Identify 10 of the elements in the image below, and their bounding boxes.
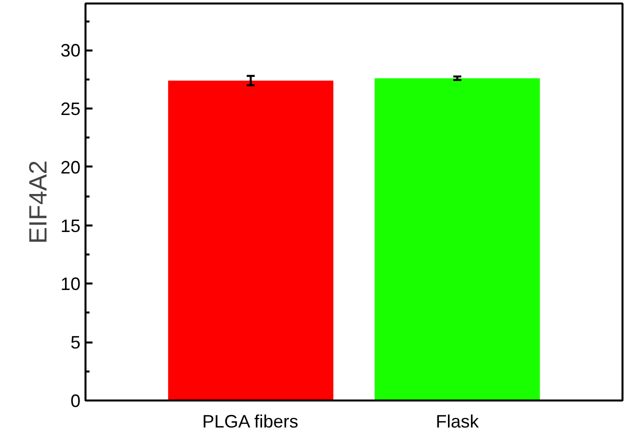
y-tick-label: 30 (60, 40, 81, 61)
y-axis-title: EIF4A2 (24, 160, 52, 244)
y-tick-label: 25 (60, 99, 81, 120)
x-tick-label: Flask (436, 412, 480, 432)
y-tick-label: 15 (60, 216, 81, 236)
y-tick-label: 0 (70, 391, 81, 411)
y-tick-label: 5 (70, 332, 81, 353)
x-tick-label: PLGA fibers (202, 412, 298, 432)
y-tick-label: 20 (60, 157, 81, 178)
y-tick-label: 10 (60, 274, 81, 294)
